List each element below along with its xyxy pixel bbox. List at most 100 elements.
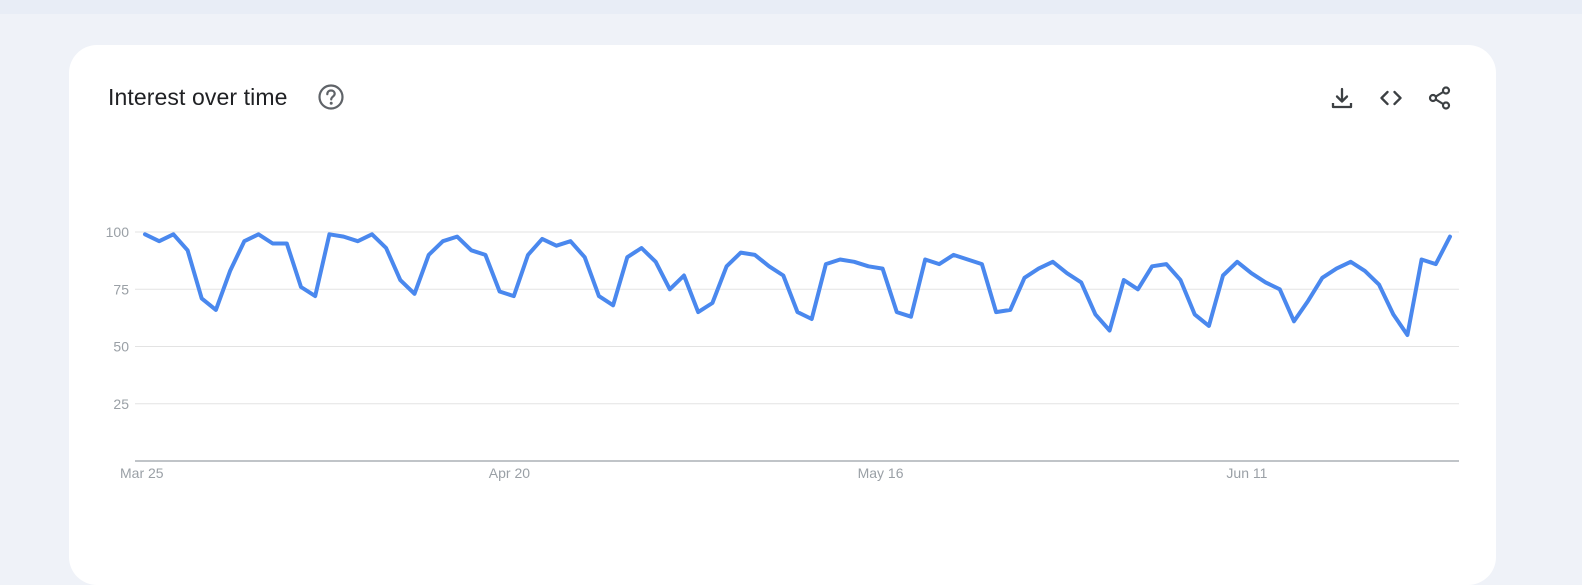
data-point <box>569 239 573 243</box>
data-point <box>469 248 473 252</box>
data-point <box>994 310 998 314</box>
data-point <box>1108 329 1112 333</box>
data-point <box>143 232 147 236</box>
series-line <box>143 232 1452 337</box>
data-point <box>1093 312 1097 316</box>
data-point <box>299 285 303 289</box>
data-point <box>242 239 246 243</box>
data-point <box>498 290 502 294</box>
data-point <box>427 253 431 257</box>
data-point <box>852 260 856 264</box>
data-point <box>413 292 417 296</box>
interest-line-chart: 25 50 75 100 Mar 25 Apr 20 May 16 Jun 11 <box>106 224 1459 481</box>
data-point <box>356 239 360 243</box>
data-point <box>228 269 232 273</box>
data-point <box>554 244 558 248</box>
data-point <box>483 253 487 257</box>
x-tick-label: Apr 20 <box>489 465 530 481</box>
data-point <box>895 310 899 314</box>
data-point <box>1079 280 1083 284</box>
data-point <box>1008 308 1012 312</box>
data-point <box>370 232 374 236</box>
data-point <box>1037 267 1041 271</box>
data-point <box>668 287 672 291</box>
data-point <box>441 239 445 243</box>
data-point <box>512 294 516 298</box>
data-point <box>526 253 530 257</box>
data-point <box>1448 235 1452 239</box>
data-point <box>937 262 941 266</box>
data-point <box>1264 280 1268 284</box>
data-point <box>824 262 828 266</box>
y-tick-label-75: 75 <box>113 281 129 297</box>
data-point <box>285 242 289 246</box>
code-embed-icon[interactable] <box>1378 85 1404 111</box>
data-point <box>1065 271 1069 275</box>
data-point <box>696 310 700 314</box>
data-point <box>725 264 729 268</box>
data-point <box>1193 312 1197 316</box>
data-point <box>342 235 346 239</box>
share-icon[interactable] <box>1427 85 1453 111</box>
data-point <box>810 317 814 321</box>
data-point <box>1434 262 1438 266</box>
data-point <box>1320 276 1324 280</box>
data-point <box>1349 260 1353 264</box>
data-point <box>640 246 644 250</box>
y-tick-label-50: 50 <box>113 339 129 355</box>
data-point <box>1306 299 1310 303</box>
data-point <box>1335 267 1339 271</box>
data-point <box>1122 278 1126 282</box>
data-point <box>1164 262 1168 266</box>
x-tick-label: Mar 25 <box>120 465 164 481</box>
data-point <box>214 308 218 312</box>
top-strip <box>0 0 1582 14</box>
data-point <box>1136 287 1140 291</box>
data-point <box>625 255 629 259</box>
data-point <box>866 264 870 268</box>
data-point <box>1292 319 1296 323</box>
data-point <box>1051 260 1055 264</box>
data-point <box>966 258 970 262</box>
data-point <box>881 267 885 271</box>
data-point <box>654 260 658 264</box>
data-point <box>909 315 913 319</box>
data-point <box>200 296 204 300</box>
data-point <box>952 253 956 257</box>
data-point <box>611 303 615 307</box>
data-point <box>597 294 601 298</box>
data-point <box>1023 276 1027 280</box>
data-point <box>186 248 190 252</box>
data-point <box>1363 269 1367 273</box>
data-point <box>710 301 714 305</box>
help-circle-icon[interactable] <box>317 83 345 111</box>
data-point <box>540 237 544 241</box>
data-point <box>1249 271 1253 275</box>
data-point <box>384 246 388 250</box>
data-point <box>257 232 261 236</box>
card-title: Interest over time <box>108 84 288 110</box>
data-point <box>1377 283 1381 287</box>
data-point <box>767 264 771 268</box>
x-tick-label: Jun 11 <box>1226 465 1267 481</box>
data-point <box>1391 312 1395 316</box>
data-point <box>1221 274 1225 278</box>
download-icon[interactable] <box>1329 85 1355 111</box>
x-tick-label: May 16 <box>858 465 904 481</box>
data-point <box>271 242 275 246</box>
data-point <box>313 294 317 298</box>
interest-over-time-card: Interest over time 25 50 75 100 Mar 25 Apr 20… <box>69 45 1496 585</box>
y-tick-label-25: 25 <box>113 396 129 412</box>
data-point <box>796 310 800 314</box>
data-point <box>398 278 402 282</box>
data-point <box>753 253 757 257</box>
data-point <box>923 258 927 262</box>
data-point <box>682 274 686 278</box>
data-point <box>1207 324 1211 328</box>
data-point <box>1179 278 1183 282</box>
data-point <box>838 258 842 262</box>
data-point <box>583 255 587 259</box>
y-tick-label-100: 100 <box>106 224 130 240</box>
data-point <box>980 262 984 266</box>
data-point <box>171 232 175 236</box>
